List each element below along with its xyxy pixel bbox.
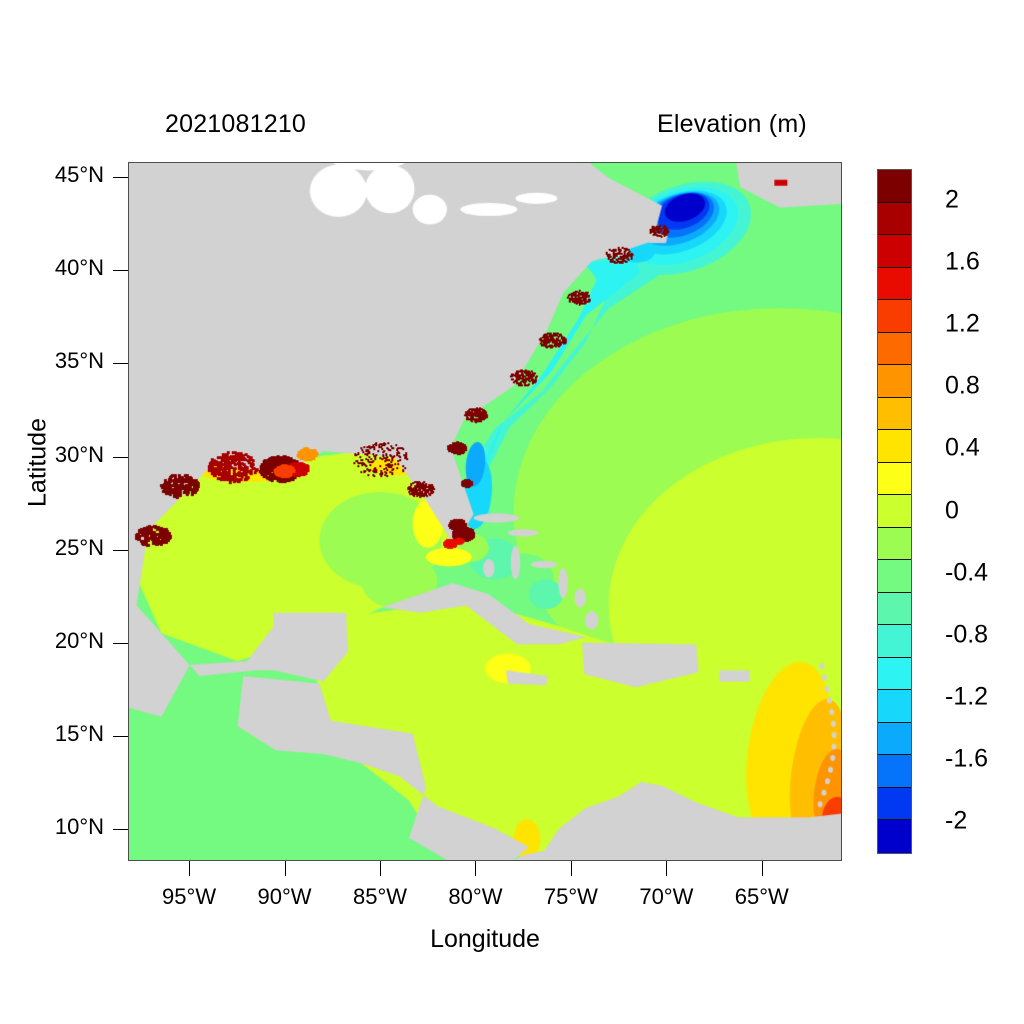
map-raster bbox=[129, 163, 841, 860]
figure-canvas: 2021081210 Elevation (m) Latitude Longit… bbox=[0, 0, 1024, 1024]
map-title: 2021081210 bbox=[165, 110, 306, 139]
colorbar-band bbox=[878, 625, 911, 658]
colorbar-band bbox=[878, 203, 911, 236]
y-tick-label: 25°N bbox=[0, 535, 104, 561]
colorbar-tick-labels: 2 1.6 1.2 0.8 0.4 0 -0.4 -0.8 -1.2 -1.6 -2 bbox=[916, 169, 1016, 852]
colorbar-band bbox=[878, 593, 911, 626]
colorbar[interactable] bbox=[877, 169, 912, 854]
colorbar-band bbox=[878, 268, 911, 301]
colorbar-band bbox=[878, 170, 911, 203]
colorbar-band bbox=[878, 560, 911, 593]
colorbar-tick-label: -0.4 bbox=[945, 558, 988, 587]
colorbar-band bbox=[878, 658, 911, 691]
y-tick-label: 40°N bbox=[0, 255, 104, 281]
y-tick bbox=[113, 736, 128, 737]
colorbar-title: Elevation (m) bbox=[657, 110, 807, 139]
y-tick bbox=[113, 457, 128, 458]
colorbar-band bbox=[878, 820, 911, 853]
y-tick-label: 35°N bbox=[0, 348, 104, 374]
colorbar-band bbox=[878, 300, 911, 333]
y-tick-label: 15°N bbox=[0, 721, 104, 747]
y-tick bbox=[113, 177, 128, 178]
x-tick bbox=[475, 861, 476, 876]
colorbar-tick-label: 1.6 bbox=[945, 248, 980, 277]
colorbar-band bbox=[878, 365, 911, 398]
colorbar-tick-label: -1.6 bbox=[945, 744, 988, 773]
y-tick bbox=[113, 643, 128, 644]
colorbar-band bbox=[878, 528, 911, 561]
x-axis-label: Longitude bbox=[0, 925, 970, 954]
y-tick bbox=[113, 550, 128, 551]
y-tick-label: 10°N bbox=[0, 814, 104, 840]
colorbar-tick-label: 0.8 bbox=[945, 372, 980, 401]
y-tick-label: 20°N bbox=[0, 628, 104, 654]
map-plot-area[interactable] bbox=[128, 162, 842, 861]
y-tick-label: 30°N bbox=[0, 442, 104, 468]
colorbar-band bbox=[878, 723, 911, 756]
x-tick bbox=[285, 861, 286, 876]
colorbar-band bbox=[878, 333, 911, 366]
colorbar-band bbox=[878, 463, 911, 496]
colorbar-band bbox=[878, 788, 911, 821]
colorbar-tick-label: -0.8 bbox=[945, 620, 988, 649]
colorbar-tick-label: -2 bbox=[945, 806, 967, 835]
y-tick bbox=[113, 363, 128, 364]
colorbar-band bbox=[878, 690, 911, 723]
colorbar-band bbox=[878, 235, 911, 268]
colorbar-tick-label: -1.2 bbox=[945, 682, 988, 711]
x-tick bbox=[380, 861, 381, 876]
x-tick bbox=[666, 861, 667, 876]
x-tick bbox=[189, 861, 190, 876]
colorbar-tick-label: 1.2 bbox=[945, 310, 980, 339]
colorbar-tick-label: 0 bbox=[945, 496, 959, 525]
colorbar-band bbox=[878, 430, 911, 463]
colorbar-band bbox=[878, 398, 911, 431]
y-tick bbox=[113, 270, 128, 271]
x-tick-label: 65°W bbox=[702, 884, 822, 910]
colorbar-band bbox=[878, 495, 911, 528]
x-tick bbox=[571, 861, 572, 876]
colorbar-tick-label: 0.4 bbox=[945, 434, 980, 463]
y-tick-label: 45°N bbox=[0, 162, 104, 188]
x-tick bbox=[762, 861, 763, 876]
colorbar-tick-label: 2 bbox=[945, 186, 959, 215]
colorbar-band bbox=[878, 755, 911, 788]
y-tick bbox=[113, 829, 128, 830]
